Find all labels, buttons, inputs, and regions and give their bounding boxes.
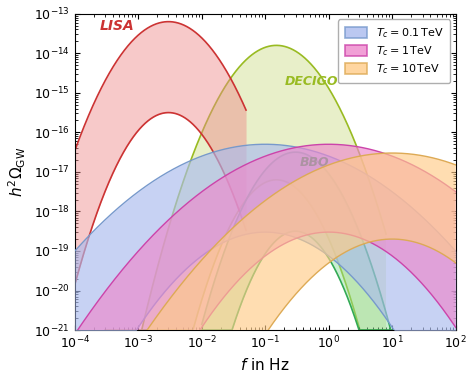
Y-axis label: $h^2\Omega_{\mathrm{GW}}$: $h^2\Omega_{\mathrm{GW}}$: [7, 147, 28, 197]
Text: LISA: LISA: [100, 19, 135, 33]
Text: BBO: BBO: [300, 156, 330, 169]
X-axis label: $f$ in Hz: $f$ in Hz: [240, 357, 290, 373]
Legend: $T_c = 0.1\,\mathrm{TeV}$, $T_c = 1\,\mathrm{TeV}$, $T_c = 10\,\mathrm{TeV}$: $T_c = 0.1\,\mathrm{TeV}$, $T_c = 1\,\ma…: [338, 19, 450, 83]
Text: DECIGO: DECIGO: [284, 75, 338, 88]
